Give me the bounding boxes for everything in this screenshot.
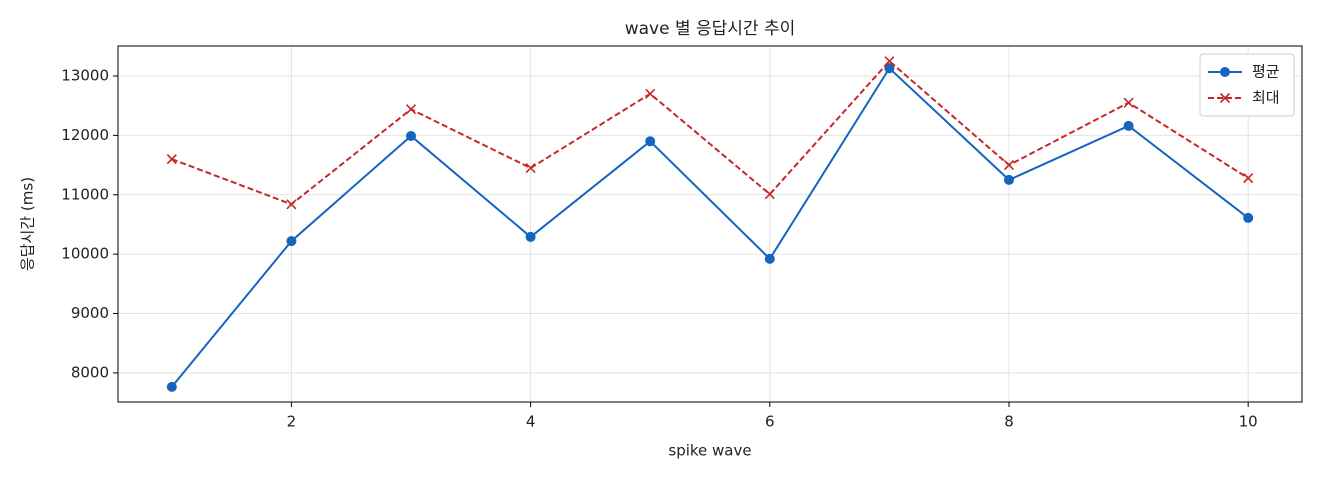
line: [171, 59, 1249, 206]
legend-label: 평균: [1252, 63, 1280, 81]
marker: [645, 88, 656, 99]
marker: [1243, 173, 1254, 184]
legend-label: 최대: [1252, 89, 1280, 107]
y-tick-label: 12000: [61, 126, 109, 144]
x-tick-label: 10: [1239, 413, 1258, 431]
x-tick-label: 4: [526, 413, 536, 431]
legend-marker: [1219, 92, 1231, 104]
marker: [764, 253, 775, 264]
marker: [1003, 174, 1014, 185]
legend-box: [1199, 53, 1295, 117]
marker: [764, 189, 775, 200]
marker: [884, 56, 895, 67]
x-tick-label: 8: [1004, 413, 1014, 431]
marker: [525, 231, 536, 242]
y-axis-label: 응답시간 (ms): [19, 177, 37, 271]
line: [171, 66, 1249, 388]
plot-frame: [117, 45, 1303, 403]
marker: [286, 236, 297, 247]
y-tick-label: 8000: [71, 363, 109, 381]
marker: [645, 136, 656, 147]
marker: [286, 199, 297, 210]
marker: [406, 130, 417, 141]
marker: [1123, 97, 1134, 108]
marker: [166, 154, 177, 165]
marker: [166, 381, 177, 392]
y-tick-label: 13000: [61, 66, 109, 84]
marker: [405, 104, 417, 115]
marker: [884, 63, 895, 74]
y-tick-label: 9000: [71, 304, 109, 322]
x-tick-label: 6: [765, 413, 775, 431]
x-axis-label: spike wave: [668, 442, 751, 460]
y-tick-label: 10000: [61, 245, 109, 263]
marker: [1003, 159, 1015, 171]
marker: [1243, 212, 1254, 223]
marker: [525, 162, 536, 174]
marker: [1123, 120, 1134, 131]
x-tick-label: 2: [287, 413, 297, 431]
chart-title: wave 별 응답시간 추이: [625, 19, 796, 39]
y-tick-label: 11000: [61, 185, 109, 203]
legend-marker: [1220, 67, 1230, 77]
